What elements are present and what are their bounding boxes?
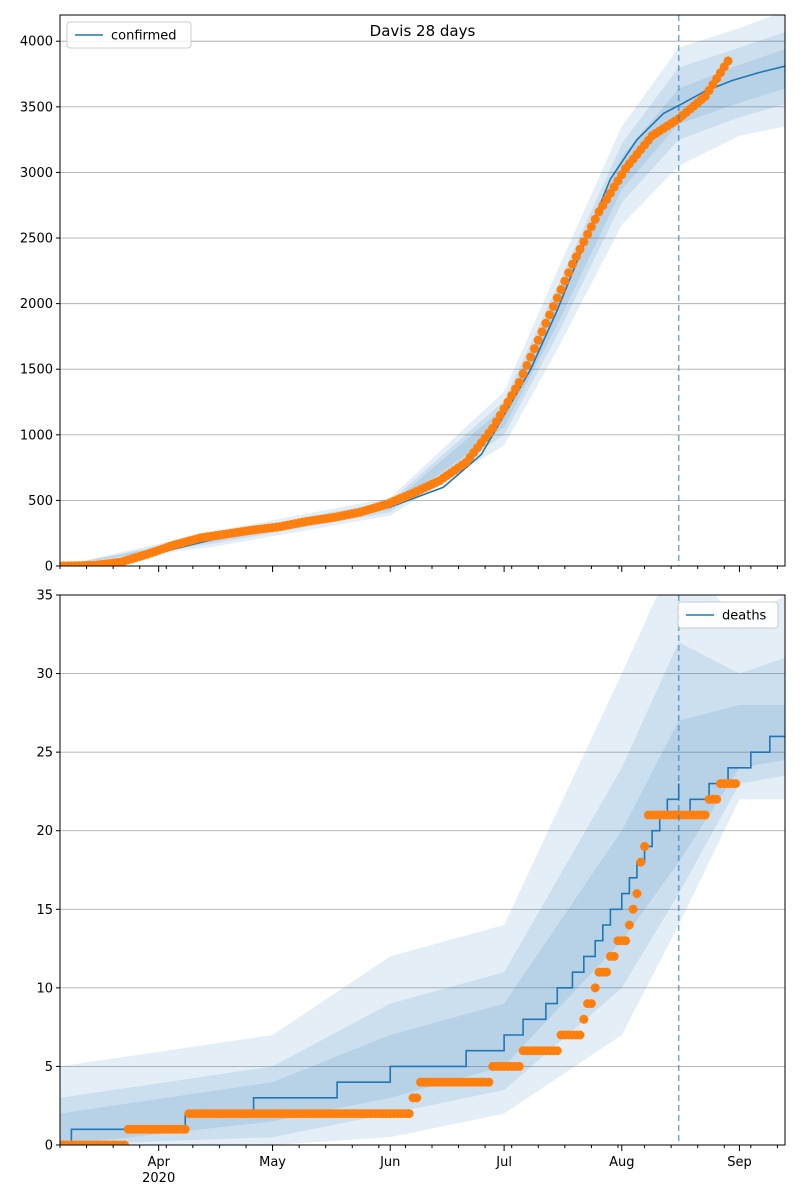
observed-point [503, 397, 513, 407]
legend-box [66, 21, 192, 49]
y-tick-label: 20 [36, 824, 53, 839]
observed-point [492, 417, 502, 427]
observed-point [700, 810, 710, 820]
observed-point [120, 1140, 130, 1145]
forecast-line [678, 65, 785, 107]
observed-point [723, 56, 733, 66]
legend-box [677, 601, 779, 629]
observed-point [495, 410, 505, 420]
observed-point [552, 1046, 562, 1056]
y-tick-label: 0 [45, 560, 53, 575]
y-tick-label: 5 [45, 1060, 53, 1075]
observed-point [484, 1077, 494, 1087]
observed-point [545, 310, 555, 320]
observed-point [510, 384, 520, 394]
observed-point [586, 222, 596, 232]
x-tick-label: Jun [379, 1155, 400, 1170]
observed-point [583, 229, 593, 239]
observed-point [518, 369, 528, 379]
model-line-confirmed [60, 104, 680, 566]
confirmed-chart: 0 500 1000 1500 2000 2500 3000 3500 4000 Davis 28… [20, 14, 786, 575]
uncertainty-band [60, 705, 785, 1145]
x-tick-label: Aug [609, 1155, 634, 1170]
x-tick-label: Apr [147, 1155, 170, 1170]
x-tick-label: May [259, 1155, 286, 1170]
observed-point [602, 967, 612, 977]
observed-point [412, 1093, 422, 1103]
y-tick-label: 25 [36, 746, 53, 761]
y-tick-label: 2500 [20, 232, 53, 247]
observed-point [640, 841, 650, 851]
observed-point [499, 404, 509, 414]
y-tick-label: 15 [36, 903, 53, 918]
y-tick-label: 3500 [20, 100, 53, 115]
observed-point [621, 936, 631, 946]
axes-frame [59, 14, 786, 567]
y-tick-label: 30 [36, 667, 53, 682]
y-tick-label: 35 [36, 589, 53, 604]
y-tick-label: 2000 [20, 297, 53, 312]
observed-point [404, 1109, 414, 1119]
observed-point [488, 423, 498, 433]
chart-title: Davis 28 days [370, 22, 476, 40]
observed-point [541, 318, 551, 328]
observed-point [548, 301, 558, 311]
observed-point [552, 293, 562, 303]
deaths-chart: 0 5 10 15 20 25 30 35 Apr May Jun Jul Aug Sep 2020 deat… [36, 589, 786, 1186]
observed-point [586, 999, 596, 1009]
observed-point [560, 276, 570, 286]
x-year-label: 2020 [142, 1171, 175, 1186]
legend: deaths [677, 601, 779, 629]
observed-point [590, 983, 600, 993]
observed-point [571, 252, 581, 262]
y-tick-label: 1500 [20, 363, 53, 378]
y-tick-label: 500 [28, 494, 53, 509]
legend-label: deaths [722, 609, 767, 624]
uncertainty-band [60, 49, 785, 566]
observed-point [579, 1014, 589, 1024]
observed-point [590, 214, 600, 224]
legend-label: confirmed [111, 29, 177, 44]
observed-point [575, 244, 585, 254]
observed-point [522, 360, 532, 370]
observed-point [507, 390, 517, 400]
observed-point [529, 344, 539, 354]
plot-area [60, 595, 785, 1145]
observed-point [567, 259, 577, 269]
observed-point [624, 920, 634, 930]
observed-point [514, 1061, 524, 1071]
observed-point [731, 779, 741, 789]
observed-point [575, 1030, 585, 1040]
plot-area [60, 15, 785, 566]
observed-point [636, 857, 646, 867]
observed-point [514, 377, 524, 387]
axes-frame [59, 594, 786, 1146]
y-tick-label: 1000 [20, 428, 53, 443]
observed-point [526, 352, 536, 362]
y-tick-label: 4000 [20, 35, 53, 50]
observed-point [628, 904, 638, 914]
forecast-line [678, 735, 785, 816]
observed-point [579, 237, 589, 247]
x-tick-label: Sep [727, 1155, 752, 1170]
y-tick-label: 0 [45, 1139, 53, 1154]
y-tick-label: 3000 [20, 166, 53, 181]
y-tick-label: 10 [36, 981, 53, 996]
uncertainty-band [60, 15, 785, 566]
observed-point [632, 889, 642, 899]
observed-point [556, 285, 566, 295]
uncertainty-band [60, 595, 785, 1145]
observed-point [564, 268, 574, 278]
observed-point [180, 1124, 190, 1134]
x-tick-label: Jul [495, 1155, 512, 1170]
observed-point [609, 951, 619, 961]
observed-point [712, 794, 722, 804]
observed-point [537, 327, 547, 337]
legend: confirmed [66, 21, 192, 49]
observed-point [533, 335, 543, 345]
